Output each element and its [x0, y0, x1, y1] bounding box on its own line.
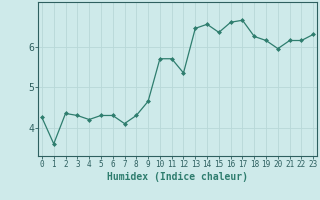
X-axis label: Humidex (Indice chaleur): Humidex (Indice chaleur): [107, 172, 248, 182]
